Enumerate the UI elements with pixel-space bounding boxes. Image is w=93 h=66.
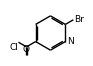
Text: O: O <box>23 45 30 54</box>
Text: Cl: Cl <box>9 43 18 52</box>
Text: Br: Br <box>74 15 84 24</box>
Text: N: N <box>67 37 74 46</box>
